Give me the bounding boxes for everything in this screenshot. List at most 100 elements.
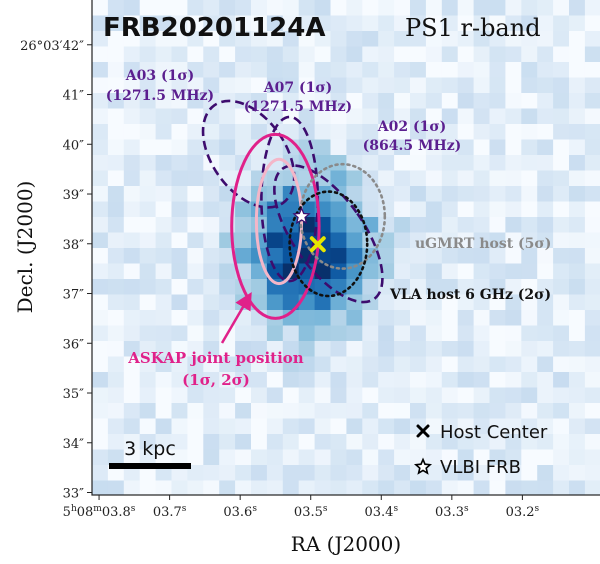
image-pixel: [362, 372, 379, 389]
image-pixel: [203, 434, 220, 451]
y-tick-label: 26°03′42″: [20, 39, 84, 54]
image-pixel: [123, 232, 141, 249]
image-pixel: [553, 62, 570, 79]
image-pixel: [187, 108, 204, 125]
image-pixel: [362, 263, 379, 280]
image-pixel: [569, 356, 586, 373]
image-pixel: [521, 62, 538, 79]
image-pixel: [457, 294, 475, 311]
image-pixel: [457, 356, 475, 373]
image-pixel: [394, 310, 411, 327]
y-axis: 26°03′42″ 41″ 40″ 39″ 38″ 37″ 36″ 35″ 34″ 33″: [20, 39, 92, 502]
image-pixel: [314, 93, 332, 110]
image-pixel: [441, 124, 459, 141]
image-pixel: [584, 62, 600, 79]
y-axis-label: Decl. (J2000): [13, 181, 37, 314]
image-pixel: [346, 232, 363, 249]
image-pixel: [266, 139, 284, 156]
image-pixel: [521, 93, 538, 110]
image-pixel: [473, 170, 491, 187]
image-pixel: [521, 434, 538, 451]
image-pixel: [378, 108, 395, 125]
image-pixel: [537, 341, 554, 358]
image-pixel: [219, 263, 236, 280]
image-pixel: [251, 62, 268, 79]
image-pixel: [553, 170, 570, 187]
image-pixel: [171, 356, 188, 373]
image-pixel: [410, 325, 427, 342]
image-pixel: [330, 139, 347, 156]
image-pixel: [155, 279, 173, 296]
image-pixel: [489, 279, 506, 296]
image-pixel: [378, 186, 395, 203]
image-pixel: [362, 31, 379, 48]
image-pixel: [219, 77, 236, 94]
image-pixel: [362, 434, 379, 451]
image-pixel: [489, 480, 506, 495]
image-pixel: [219, 465, 236, 482]
image-pixel: [266, 31, 284, 48]
image-pixel: [489, 170, 506, 187]
image-pixel: [187, 325, 204, 342]
image-pixel: [394, 46, 411, 63]
chart-title: FRB20201124A: [103, 13, 325, 43]
image-pixel: [139, 418, 157, 435]
image-pixel: [457, 15, 475, 32]
image-pixel: [553, 387, 570, 404]
image-pixel: [473, 15, 491, 32]
image-pixel: [330, 248, 347, 265]
image-pixel: [346, 310, 363, 327]
image-pixel: [330, 310, 347, 327]
image-pixel: [171, 186, 188, 203]
image-pixel: [489, 201, 506, 218]
image-pixel: [235, 449, 252, 466]
image-pixel: [569, 372, 586, 389]
image-pixel: [521, 403, 538, 420]
image-pixel: [505, 372, 522, 389]
image-pixel: [330, 108, 347, 125]
y-tick-label: 37″: [63, 288, 85, 303]
legend-vlbi-frb: VLBI FRB: [440, 457, 521, 478]
image-pixel: [203, 31, 220, 48]
image-pixel: [107, 46, 125, 63]
image-pixel: [537, 46, 554, 63]
image-pixel: [362, 356, 379, 373]
image-pixel: [378, 248, 395, 265]
image-pixel: [330, 93, 347, 110]
image-pixel: [584, 108, 600, 125]
image-pixel: [473, 325, 491, 342]
image-pixel: [155, 170, 173, 187]
image-pixel: [473, 31, 491, 48]
image-pixel: [298, 325, 316, 342]
image-pixel: [251, 93, 268, 110]
image-pixel: [107, 465, 125, 482]
image-pixel: [378, 15, 395, 32]
image-pixel: [584, 465, 600, 482]
image-pixel: [346, 449, 363, 466]
image-pixel: [394, 279, 411, 296]
image-pixel: [553, 77, 570, 94]
image-pixel: [282, 62, 300, 79]
image-pixel: [489, 294, 506, 311]
image-pixel: [569, 279, 586, 296]
image-pixel: [282, 449, 300, 466]
image-pixel: [266, 46, 284, 63]
image-pixel: [139, 201, 157, 218]
image-pixel: [537, 93, 554, 110]
image-pixel: [584, 403, 600, 420]
image-pixel: [394, 170, 411, 187]
image-pixel: [298, 62, 316, 79]
image-pixel: [457, 77, 475, 94]
image-pixel: [473, 449, 491, 466]
image-pixel: [569, 480, 586, 495]
image-pixel: [425, 77, 443, 94]
image-pixel: [584, 155, 600, 172]
image-pixel: [521, 15, 538, 32]
image-pixel: [473, 232, 491, 249]
image-pixel: [107, 418, 125, 435]
image-pixel: [123, 372, 141, 389]
image-pixel: [457, 263, 475, 280]
image-pixel: [378, 465, 395, 482]
image-pixel: [251, 465, 268, 482]
image-pixel: [457, 155, 475, 172]
